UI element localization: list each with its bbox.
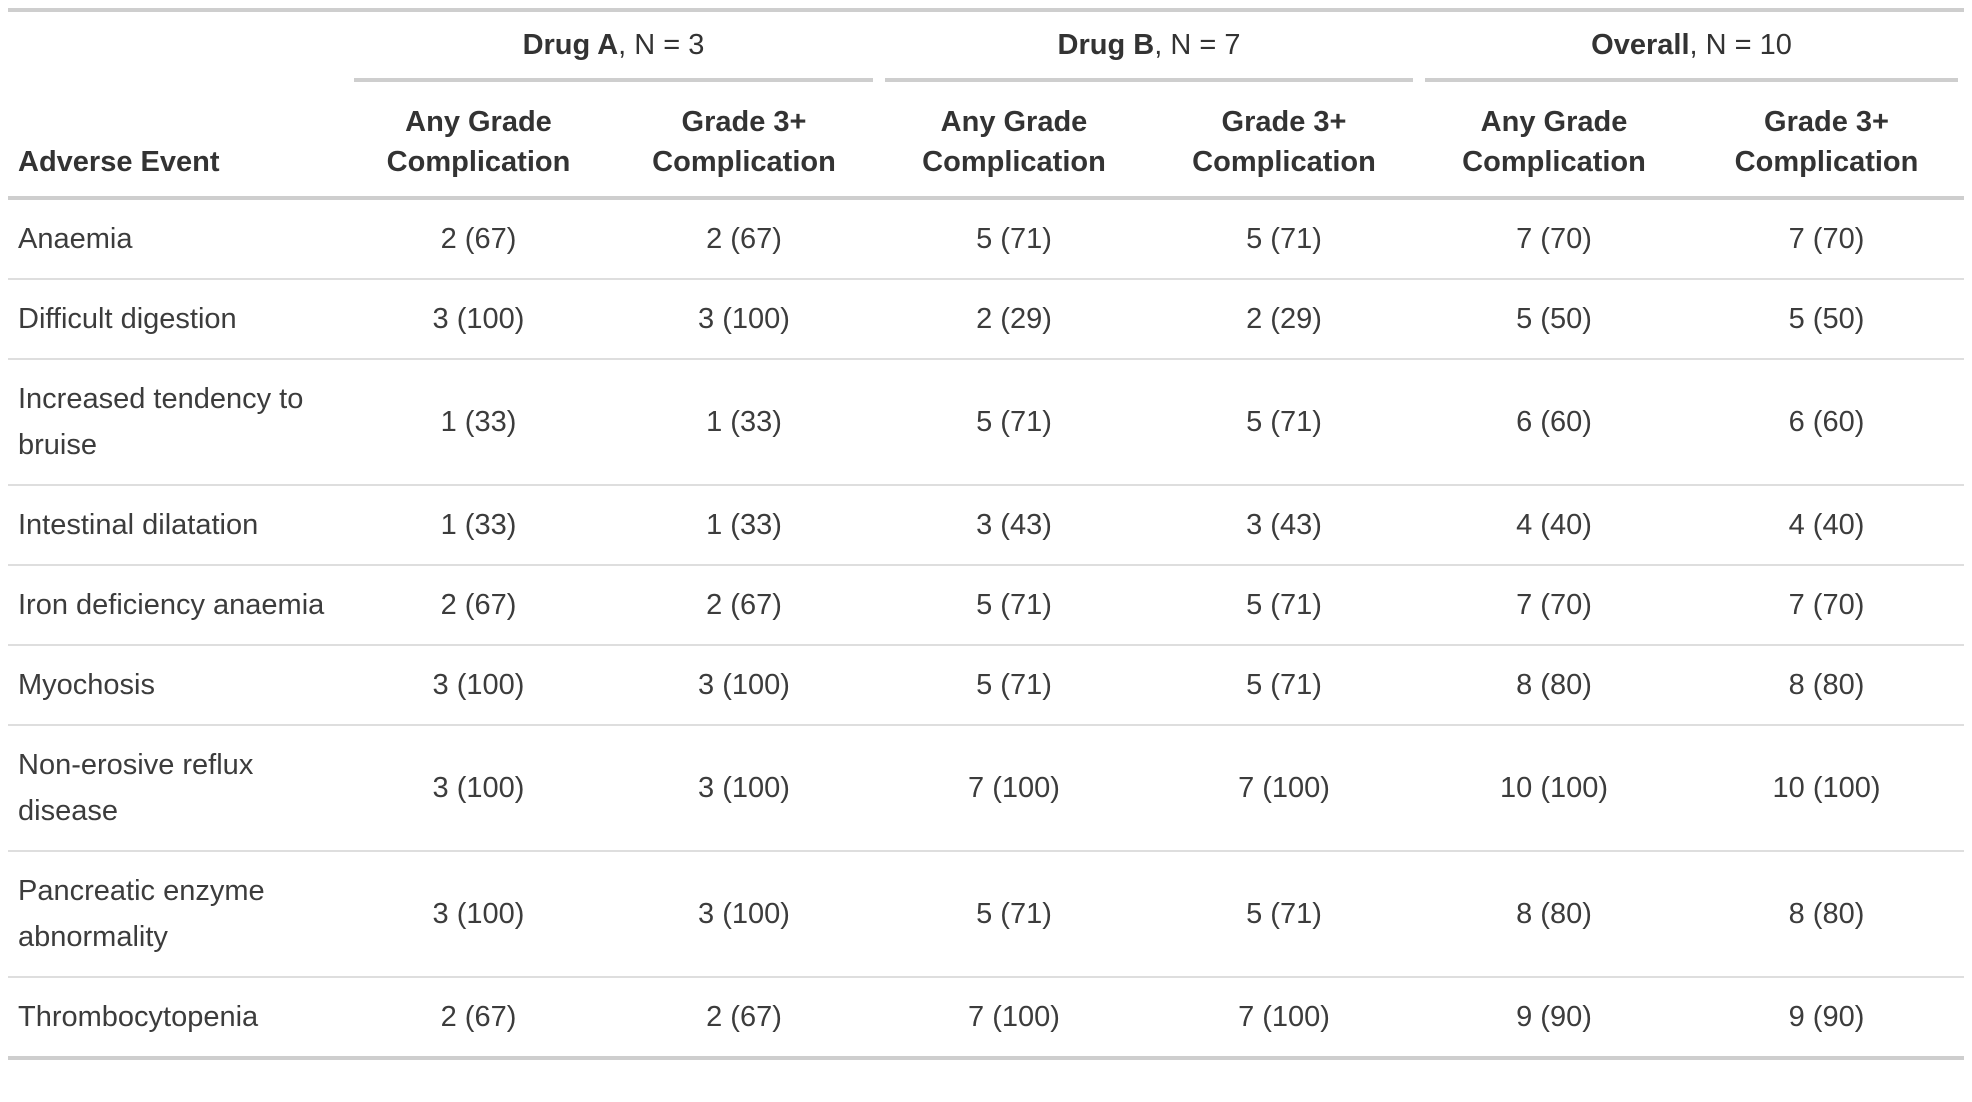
value-drug-a-any-grade: 3 (100): [348, 851, 609, 978]
spanner-drug-b-n: , N = 7: [1154, 28, 1241, 61]
value-overall-any-grade: 5 (50): [1419, 279, 1690, 360]
adverse-event-label: Difficult digestion: [8, 279, 348, 360]
adverse-event-label: Anaemia: [8, 198, 348, 280]
value-drug-a-grade-3plus: 2 (67): [609, 198, 879, 280]
adverse-event-label: Iron deficiency anaemia: [8, 565, 348, 646]
column-header-drug-b-grade-3plus: Grade 3+ Complication: [1149, 82, 1420, 200]
value-overall-grade-3plus: 4 (40): [1689, 485, 1965, 566]
value-overall-grade-3plus: 10 (100): [1689, 725, 1965, 852]
value-drug-b-grade-3plus: 5 (71): [1149, 565, 1420, 646]
value-drug-a-any-grade: 3 (100): [348, 645, 609, 726]
spanner-overall-label: Overall: [1591, 28, 1690, 61]
value-drug-b-any-grade: 7 (100): [879, 725, 1149, 852]
value-overall-any-grade: 7 (70): [1419, 565, 1690, 646]
value-overall-any-grade: 6 (60): [1419, 359, 1690, 486]
value-drug-b-grade-3plus: 5 (71): [1149, 645, 1420, 726]
value-drug-b-any-grade: 5 (71): [879, 851, 1149, 978]
adverse-event-label: Increased tendency to bruise: [8, 359, 348, 486]
value-drug-b-grade-3plus: 5 (71): [1149, 198, 1420, 280]
spanner-drug-a-n: , N = 3: [618, 28, 705, 61]
value-drug-a-any-grade: 3 (100): [348, 725, 609, 852]
value-drug-b-any-grade: 3 (43): [879, 485, 1149, 566]
value-drug-a-any-grade: 2 (67): [348, 977, 609, 1060]
adverse-events-table: Adverse Event Drug A, N = 3 Drug B, N = …: [8, 8, 1965, 1060]
value-drug-b-grade-3plus: 3 (43): [1149, 485, 1420, 566]
value-overall-grade-3plus: 8 (80): [1689, 851, 1965, 978]
table-row: Intestinal dilatation 1 (33) 1 (33) 3 (4…: [8, 485, 1965, 566]
value-overall-any-grade: 7 (70): [1419, 198, 1690, 280]
value-drug-b-any-grade: 5 (71): [879, 645, 1149, 726]
value-drug-b-grade-3plus: 5 (71): [1149, 851, 1420, 978]
value-drug-a-grade-3plus: 2 (67): [609, 977, 879, 1060]
adverse-event-label: Intestinal dilatation: [8, 485, 348, 566]
table-row: Increased tendency to bruise 1 (33) 1 (3…: [8, 359, 1965, 486]
value-overall-grade-3plus: 7 (70): [1689, 198, 1965, 280]
value-drug-b-any-grade: 2 (29): [879, 279, 1149, 360]
value-overall-any-grade: 4 (40): [1419, 485, 1690, 566]
table-header: Adverse Event Drug A, N = 3 Drug B, N = …: [8, 10, 1965, 200]
column-header-overall-any-grade: Any Grade Complication: [1419, 82, 1690, 200]
value-drug-b-grade-3plus: 7 (100): [1149, 977, 1420, 1060]
value-overall-any-grade: 8 (80): [1419, 851, 1690, 978]
stub-column-header: Adverse Event: [8, 10, 348, 200]
column-header-drug-a-any-grade: Any Grade Complication: [348, 82, 609, 200]
spanner-overall-underline: Overall, N = 10: [1425, 12, 1959, 82]
spanner-overall: Overall, N = 10: [1419, 10, 1964, 82]
adverse-event-label: Thrombocytopenia: [8, 977, 348, 1060]
value-drug-a-grade-3plus: 1 (33): [609, 485, 879, 566]
value-drug-b-any-grade: 5 (71): [879, 565, 1149, 646]
column-label-row: Any Grade Complication Grade 3+ Complica…: [8, 82, 1965, 200]
value-drug-a-any-grade: 2 (67): [348, 198, 609, 280]
value-drug-b-any-grade: 5 (71): [879, 198, 1149, 280]
value-drug-a-grade-3plus: 3 (100): [609, 851, 879, 978]
value-drug-a-any-grade: 3 (100): [348, 279, 609, 360]
value-drug-b-grade-3plus: 5 (71): [1149, 359, 1420, 486]
column-header-overall-grade-3plus: Grade 3+ Complication: [1689, 82, 1965, 200]
spanner-drug-a-label: Drug A: [522, 28, 619, 61]
adverse-event-label: Pancreatic enzyme abnormality: [8, 851, 348, 978]
value-drug-a-any-grade: 1 (33): [348, 359, 609, 486]
value-drug-b-any-grade: 5 (71): [879, 359, 1149, 486]
adverse-event-label: Myochosis: [8, 645, 348, 726]
value-drug-a-grade-3plus: 3 (100): [609, 645, 879, 726]
column-header-drug-a-grade-3plus: Grade 3+ Complication: [609, 82, 879, 200]
spanner-drug-a: Drug A, N = 3: [348, 10, 879, 82]
table-row: Anaemia 2 (67) 2 (67) 5 (71) 5 (71) 7 (7…: [8, 198, 1965, 280]
table-row: Difficult digestion 3 (100) 3 (100) 2 (2…: [8, 279, 1965, 360]
value-overall-grade-3plus: 7 (70): [1689, 565, 1965, 646]
value-drug-a-grade-3plus: 3 (100): [609, 279, 879, 360]
table-row: Non-erosive reflux disease 3 (100) 3 (10…: [8, 725, 1965, 852]
column-header-drug-b-any-grade: Any Grade Complication: [879, 82, 1149, 200]
spanner-drug-a-underline: Drug A, N = 3: [354, 12, 873, 82]
value-overall-any-grade: 8 (80): [1419, 645, 1690, 726]
spanner-drug-b-underline: Drug B, N = 7: [885, 12, 1414, 82]
value-overall-grade-3plus: 5 (50): [1689, 279, 1965, 360]
value-drug-a-any-grade: 1 (33): [348, 485, 609, 566]
value-drug-a-grade-3plus: 2 (67): [609, 565, 879, 646]
spanner-drug-b-label: Drug B: [1057, 28, 1155, 61]
value-overall-any-grade: 10 (100): [1419, 725, 1690, 852]
spanner-row: Adverse Event Drug A, N = 3 Drug B, N = …: [8, 10, 1964, 200]
value-drug-b-any-grade: 7 (100): [879, 977, 1149, 1060]
value-overall-grade-3plus: 9 (90): [1689, 977, 1965, 1060]
value-drug-b-grade-3plus: 7 (100): [1149, 725, 1420, 852]
value-overall-grade-3plus: 6 (60): [1689, 359, 1965, 486]
table-row: Myochosis 3 (100) 3 (100) 5 (71) 5 (71) …: [8, 645, 1965, 726]
value-drug-a-grade-3plus: 3 (100): [609, 725, 879, 852]
value-drug-a-grade-3plus: 1 (33): [609, 359, 879, 486]
table-row: Iron deficiency anaemia 2 (67) 2 (67) 5 …: [8, 565, 1965, 646]
spanner-drug-b: Drug B, N = 7: [879, 10, 1419, 82]
table-row: Pancreatic enzyme abnormality 3 (100) 3 …: [8, 851, 1965, 978]
table-body: Anaemia 2 (67) 2 (67) 5 (71) 5 (71) 7 (7…: [8, 198, 1965, 1060]
table-row: Thrombocytopenia 2 (67) 2 (67) 7 (100) 7…: [8, 977, 1965, 1060]
value-drug-a-any-grade: 2 (67): [348, 565, 609, 646]
value-overall-any-grade: 9 (90): [1419, 977, 1690, 1060]
adverse-event-label: Non-erosive reflux disease: [8, 725, 348, 852]
value-drug-b-grade-3plus: 2 (29): [1149, 279, 1420, 360]
spanner-overall-n: , N = 10: [1689, 28, 1792, 61]
value-overall-grade-3plus: 8 (80): [1689, 645, 1965, 726]
